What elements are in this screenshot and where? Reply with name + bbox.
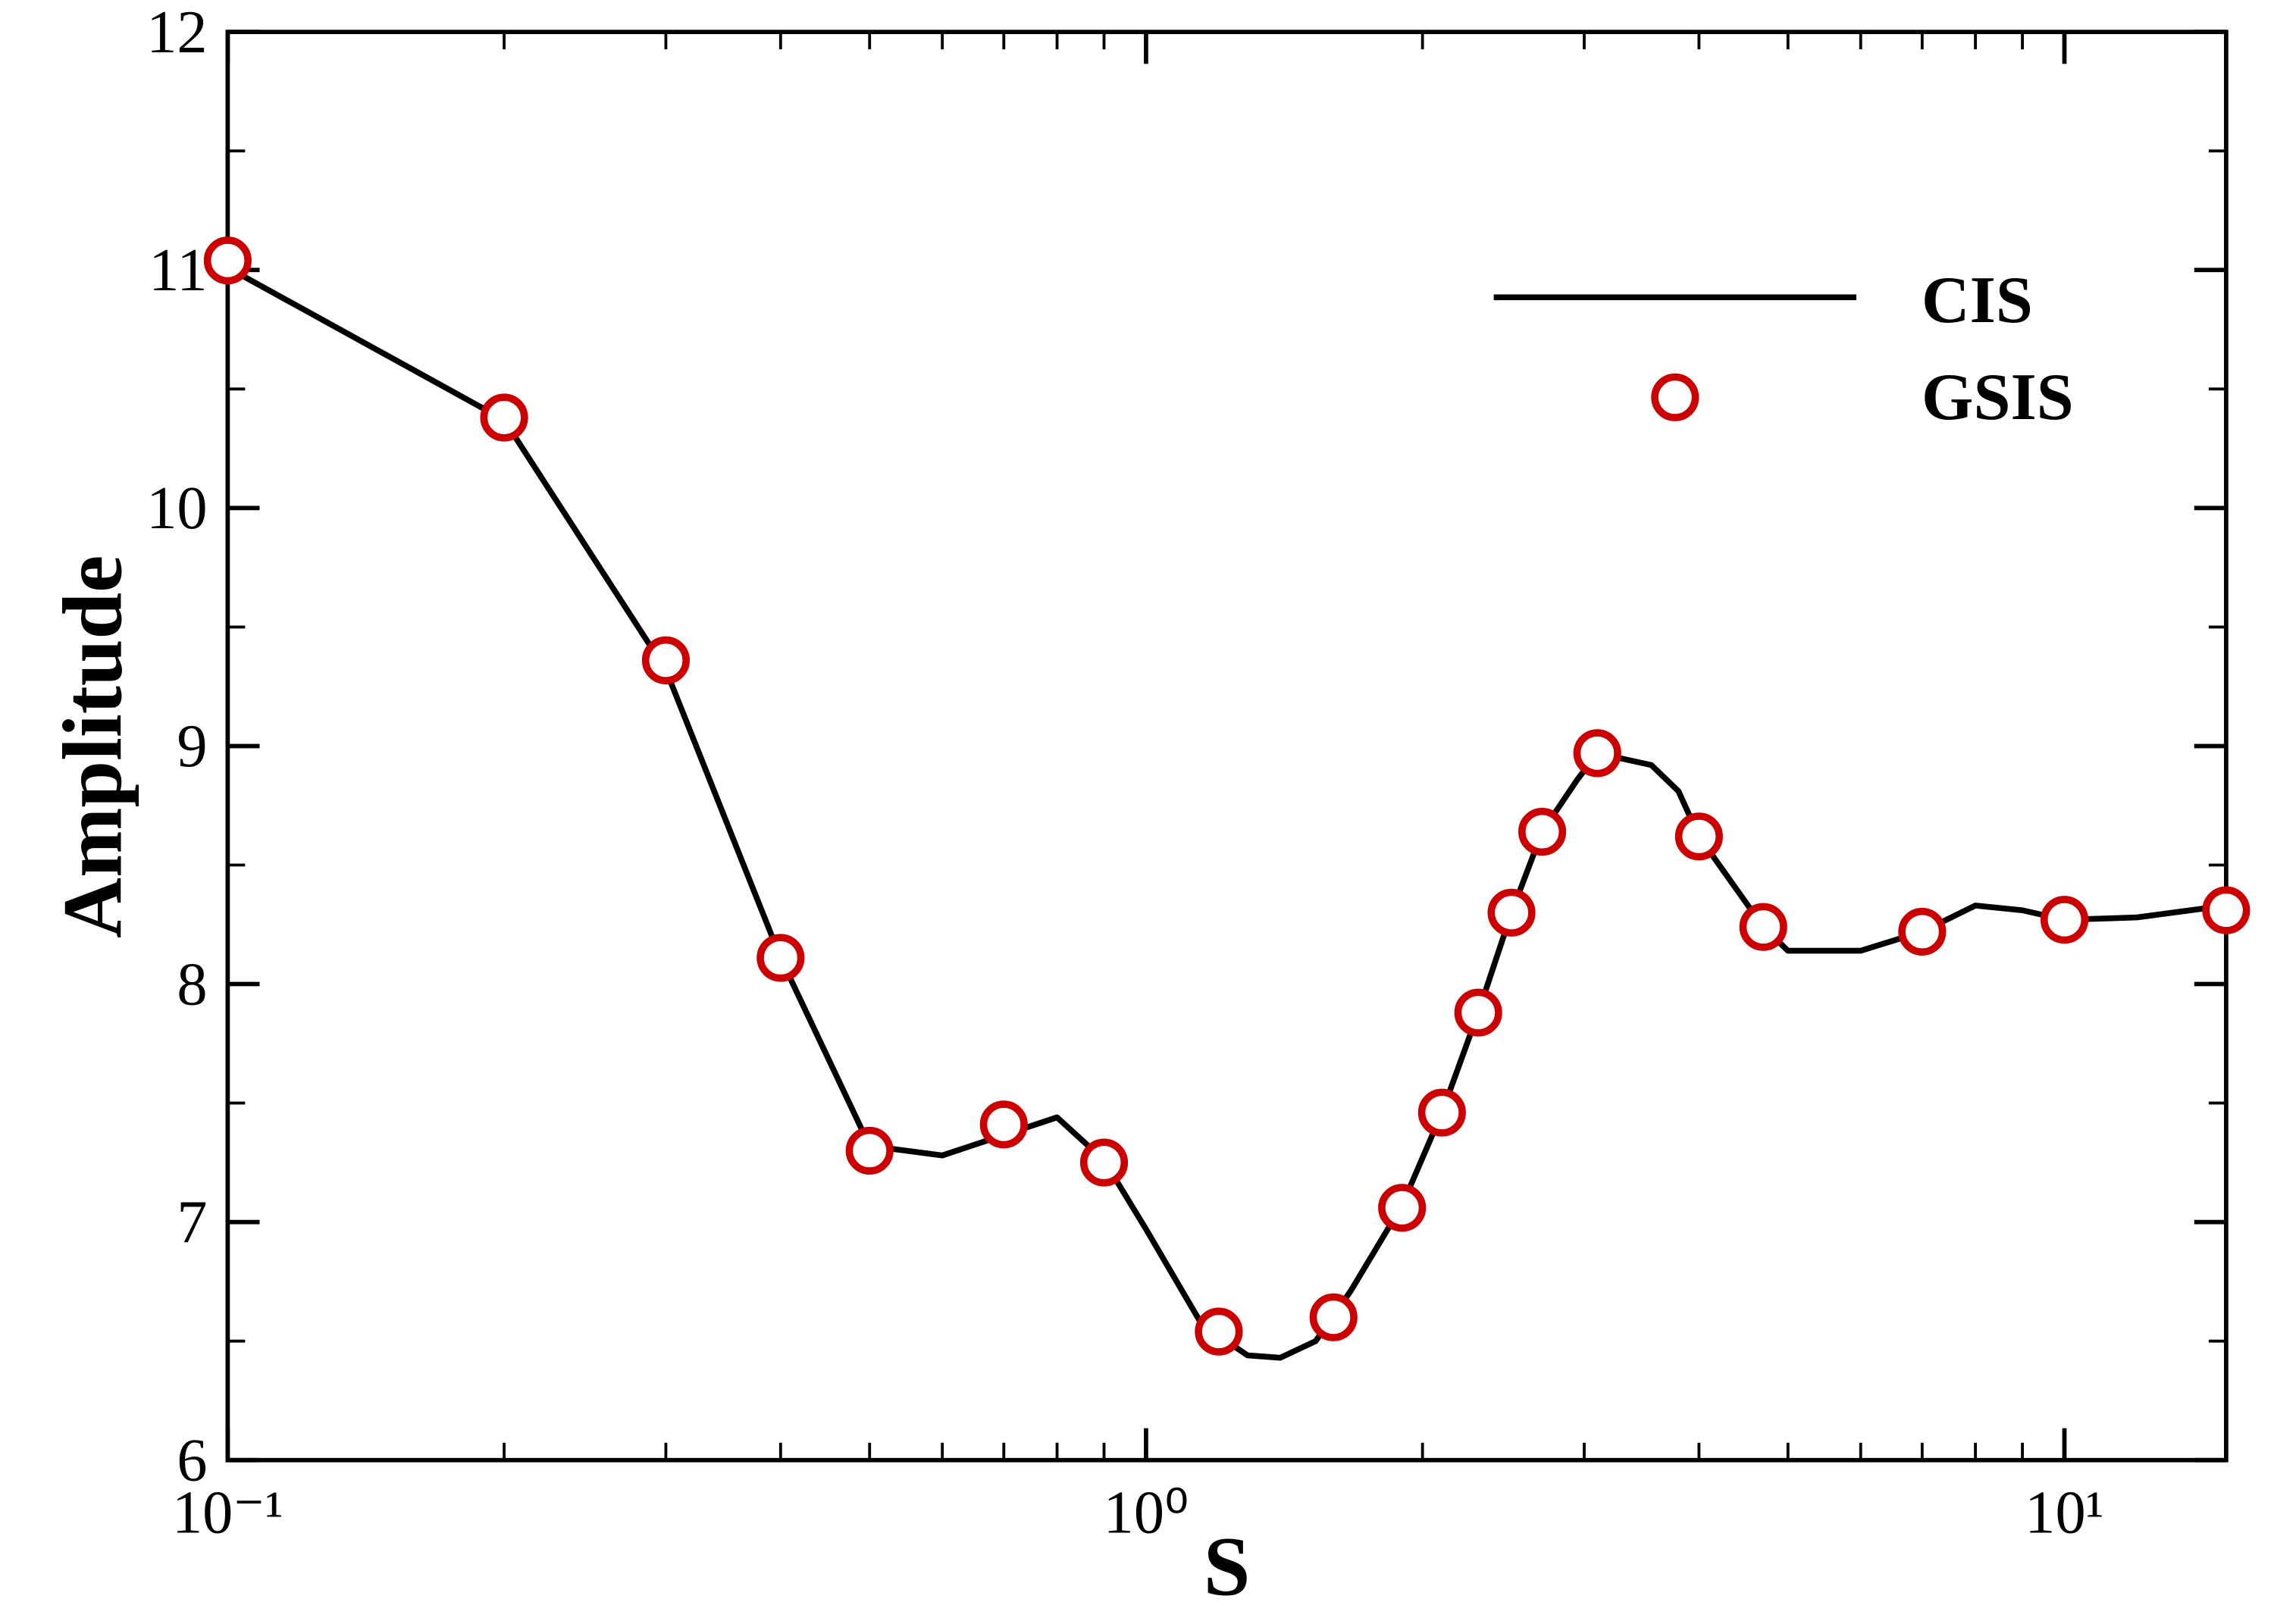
marker — [1518, 807, 1567, 856]
marker — [1898, 907, 1947, 956]
marker — [1309, 1293, 1358, 1341]
marker — [1378, 1184, 1427, 1232]
x-tick-label: 10¹ — [2025, 1478, 2103, 1546]
marker — [1454, 988, 1502, 1037]
y-tick-label: 8 — [177, 950, 207, 1018]
legend-marker — [1651, 373, 1699, 421]
y-tick-label: 12 — [146, 0, 207, 66]
y-tick-label: 6 — [177, 1427, 207, 1494]
plot-frame — [225, 30, 2229, 1463]
marker — [845, 1126, 894, 1175]
marker — [641, 636, 691, 684]
marker — [1195, 1307, 1243, 1356]
y-tick-label: 7 — [177, 1188, 207, 1256]
y-axis-title: Amplitude — [46, 555, 139, 939]
marker — [1739, 903, 1787, 951]
legend-label: GSIS — [1922, 361, 2074, 434]
x-axis-title: S — [1204, 1521, 1251, 1614]
marker — [1573, 729, 1621, 778]
marker — [756, 934, 805, 982]
marker — [1417, 1088, 1466, 1137]
marker — [2040, 896, 2089, 944]
marker — [1079, 1138, 1129, 1187]
marker — [1674, 812, 1723, 861]
marker — [203, 236, 252, 285]
y-tick-label: 10 — [146, 474, 207, 542]
x-tick-label: 10⁰ — [1104, 1478, 1189, 1546]
marker — [979, 1100, 1028, 1149]
marker — [480, 393, 528, 442]
y-tick-label: 9 — [177, 712, 207, 780]
marker — [2202, 886, 2251, 934]
marker — [1487, 888, 1536, 937]
legend-label: CIS — [1922, 264, 2033, 337]
y-tick-label: 11 — [149, 236, 207, 304]
x-tick-label: 10⁻¹ — [172, 1478, 283, 1546]
